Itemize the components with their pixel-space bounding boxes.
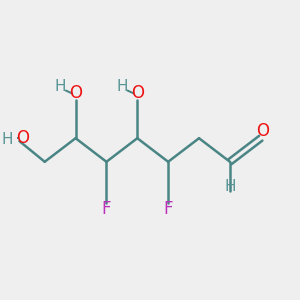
Text: H: H (1, 132, 13, 147)
Text: H: H (224, 179, 236, 194)
Text: F: F (102, 200, 111, 218)
Text: O: O (256, 122, 269, 140)
Text: F: F (164, 200, 173, 218)
Text: O: O (69, 84, 82, 102)
Text: H: H (116, 79, 128, 94)
Text: H: H (54, 79, 66, 94)
Text: O: O (131, 84, 144, 102)
Text: O: O (16, 129, 29, 147)
